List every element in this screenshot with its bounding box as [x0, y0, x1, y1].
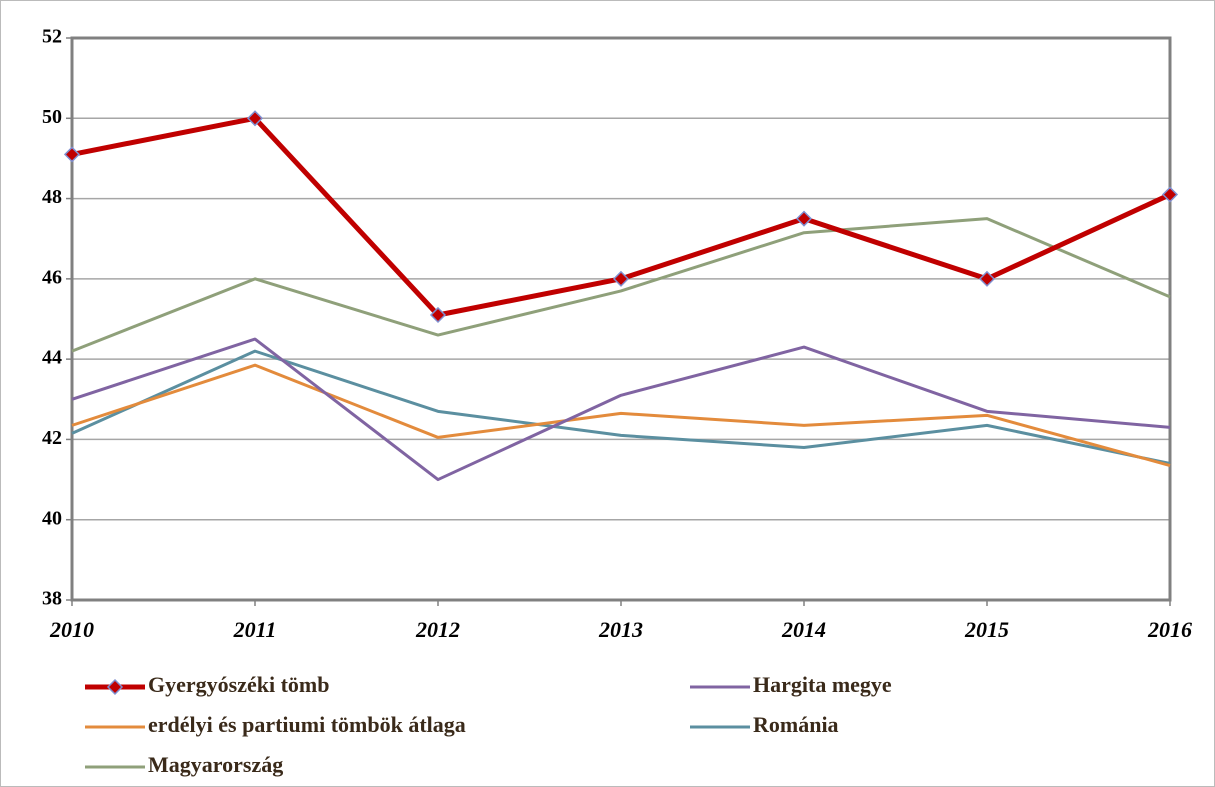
legend-label: Hargita megye — [753, 672, 892, 697]
x-tick-label: 2015 — [964, 617, 1009, 642]
y-tick-label: 44 — [42, 347, 62, 369]
legend-label: Románia — [753, 712, 839, 737]
marker — [63, 146, 81, 163]
y-tick-label: 50 — [42, 106, 62, 128]
x-tick-label: 2013 — [598, 617, 643, 642]
marker — [978, 270, 996, 287]
series-line — [71, 349, 1171, 465]
x-tick-label: 2010 — [49, 617, 94, 642]
x-tick-label: 2016 — [1147, 617, 1192, 642]
y-tick-label: 46 — [42, 266, 62, 288]
marker — [246, 110, 264, 127]
marker — [1161, 186, 1179, 203]
legend-label: erdélyi és partiumi tömbök átlaga — [148, 712, 466, 737]
series-line — [71, 217, 1171, 353]
y-tick-label: 40 — [42, 507, 62, 529]
legend-label: Magyarország — [148, 752, 283, 777]
y-tick-label: 38 — [42, 588, 62, 610]
marker — [795, 210, 813, 227]
series-line — [71, 363, 1171, 467]
legend-label: Gyergyószéki tömb — [148, 672, 329, 697]
y-tick-label: 42 — [42, 427, 62, 449]
marker — [612, 270, 630, 287]
x-tick-label: 2014 — [781, 617, 826, 642]
series-line — [71, 337, 1171, 482]
y-tick-label: 52 — [42, 26, 62, 48]
x-tick-label: 2011 — [233, 617, 277, 642]
x-tick-label: 2012 — [415, 617, 460, 642]
y-tick-label: 48 — [42, 186, 62, 208]
legend-marker — [106, 678, 124, 696]
marker — [429, 306, 447, 324]
